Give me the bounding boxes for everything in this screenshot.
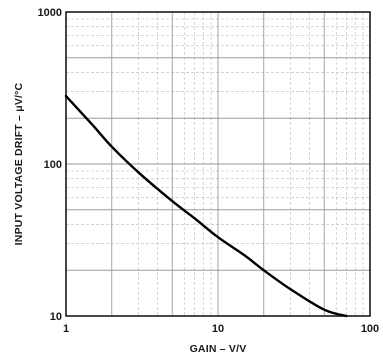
x-axis-title: GAIN – V/V bbox=[190, 343, 247, 355]
x-tick-label: 100 bbox=[361, 323, 379, 335]
x-tick-label: 10 bbox=[212, 323, 224, 335]
y-tick-label: 1000 bbox=[38, 7, 62, 19]
y-axis-title: INPUT VOLTAGE DRIFT – μV/°C bbox=[13, 82, 25, 245]
major-gridlines bbox=[66, 12, 370, 316]
y-tick-label: 100 bbox=[44, 159, 62, 171]
series-line-drift-vs-gain bbox=[64, 94, 348, 318]
plot-frame bbox=[65, 11, 371, 317]
x-tick-label: 1 bbox=[63, 323, 69, 335]
x-tick-labels: 1 10 100 bbox=[63, 323, 379, 335]
y-tick-labels: 10 100 1000 bbox=[38, 7, 62, 323]
y-tick-label: 10 bbox=[50, 311, 62, 323]
